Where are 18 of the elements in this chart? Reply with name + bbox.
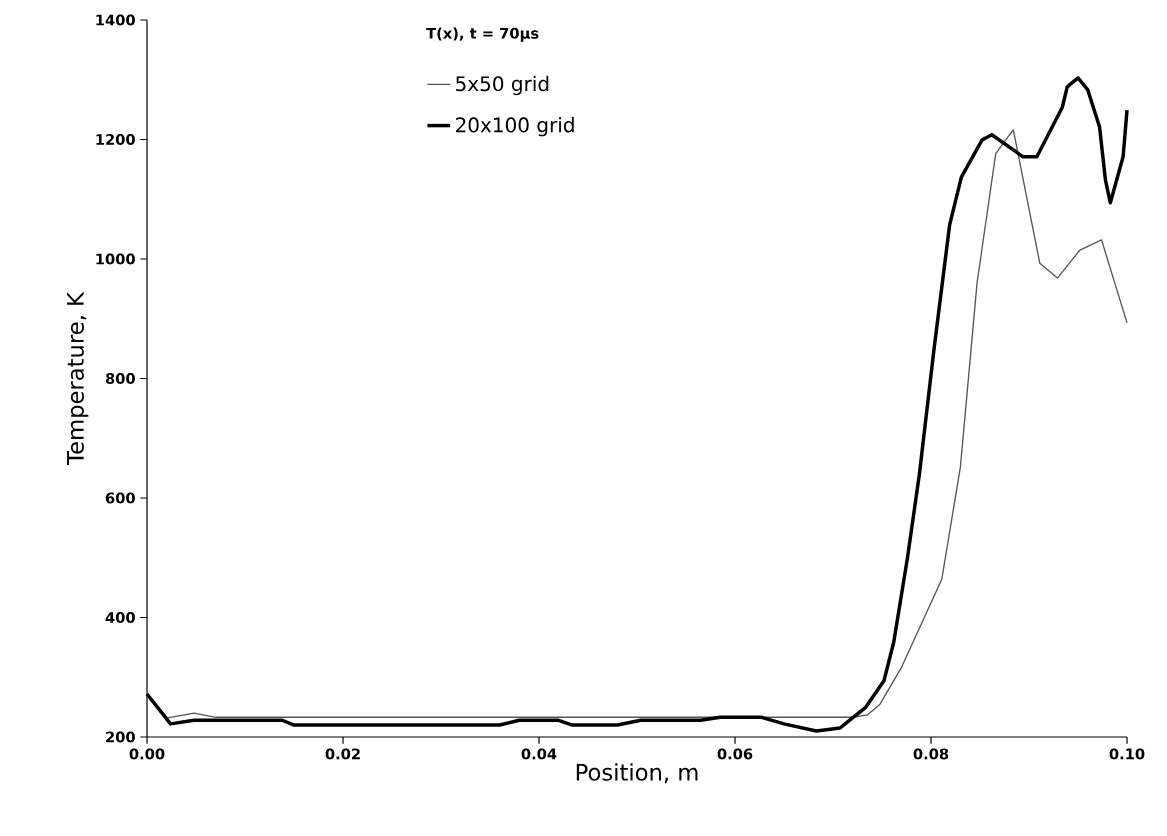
x-axis-title: Position, m: [576, 763, 698, 784]
y-tick-label: 200: [106, 731, 135, 743]
chart-title: T(x), t = 70μs: [426, 27, 539, 42]
y-tick-label: 1200: [96, 133, 135, 146]
x-tick-label: 0.08: [913, 748, 949, 760]
x-tick-label: 0.06: [717, 748, 753, 760]
y-axis-title: Temperature, K: [67, 291, 89, 465]
y-tick-label: 800: [105, 372, 135, 385]
x-tick-label: 0.00: [129, 748, 165, 760]
legend-label: 5x50 grid: [456, 75, 549, 96]
y-tick-label: 400: [105, 611, 135, 624]
y-tick-label: 1400: [96, 14, 135, 26]
y-tick-label: 600: [105, 492, 135, 504]
legend-label: 20x100 grid: [456, 117, 574, 137]
x-tick-label: 0.04: [521, 748, 557, 760]
x-tick-label: 0.02: [325, 748, 360, 760]
x-tick-label: 0.10: [1109, 748, 1145, 760]
y-tick-label: 1000: [96, 253, 135, 265]
